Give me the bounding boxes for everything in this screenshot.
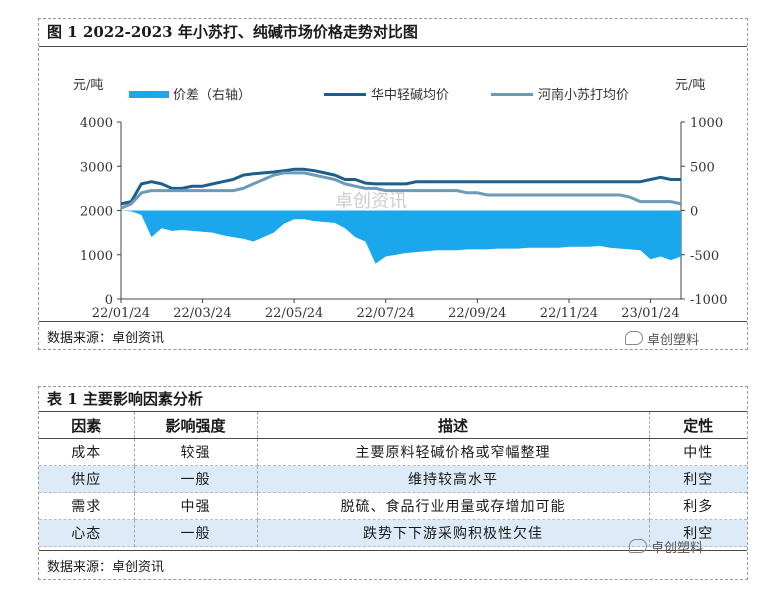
cell-intensity: 中强 [134,492,258,520]
x-tick-label: 22/03/24 [173,306,231,321]
left-tick-label: 2000 [80,205,113,220]
x-axis: 22/01/24 22/03/24 22/05/24 22/07/24 22/09/24… [92,298,681,321]
legend-swatch-spread [129,91,169,98]
table-watermark: 卓创塑料 [629,537,703,556]
cell-factor: 心态 [39,519,135,547]
legend-label-soda-ash: 华中轻碱均价 [371,88,449,103]
table-row: 心态 一般 跌势下下游采购积极性欠佳 利空 [39,519,747,547]
price-chart: 元/吨 元/吨 价差（右轴） 华中轻碱均价 河南小苏打均价 4000 3000 20… [73,78,727,321]
legend-swatch-soda-ash [324,93,366,96]
header-nature: 定性 [649,412,747,439]
table-source: 数据来源：卓创资讯 [47,560,165,575]
x-tick-label: 22/05/24 [265,306,323,321]
right-tick-label: -1000 [690,293,727,308]
x-tick-label: 22/09/24 [448,306,506,321]
left-y-axis: 4000 3000 2000 1000 0 [80,116,122,308]
cell-description: 脱硫、食品行业用量或存增加可能 [257,492,650,520]
chat-bubble-icon [625,331,643,345]
header-factor: 因素 [39,412,135,439]
right-axis-unit: 元/吨 [675,78,705,93]
chart-watermark: 卓创资讯 [335,191,407,212]
cell-nature: 利空 [649,465,747,493]
figure-footer: 数据来源：卓创资讯 卓创塑料 [39,321,747,351]
cell-description: 维持较高水平 [257,465,650,493]
figure-title: 图 1 2022-2023 年小苏打、纯碱市场价格走势对比图 [39,19,747,47]
table-row: 需求 中强 脱硫、食品行业用量或存增加可能 利多 [39,492,747,520]
right-tick-label: -500 [690,249,719,264]
x-tick-label: 22/07/24 [357,306,415,321]
table-row: 供应 一般 维持较高水平 利空 [39,465,747,493]
x-tick-label: 22/11/24 [540,306,598,321]
cell-description: 跌势下下游采购积极性欠佳 [257,519,650,547]
right-y-axis: 1000 500 0 -500 -1000 [680,116,727,308]
figure-watermark-text: 卓创塑料 [647,333,700,348]
cell-factor: 需求 [39,492,135,520]
figure-source: 数据来源：卓创资讯 [47,331,165,346]
table-footer: 数据来源：卓创资讯 卓创塑料 [39,539,747,581]
cell-intensity: 较强 [134,438,258,466]
table-row: 成本 较强 主要原料轻碱价格或窄幅整理 中性 [39,438,747,466]
left-tick-label: 4000 [80,116,113,131]
cell-nature: 利多 [649,492,747,520]
cell-nature: 中性 [649,438,747,466]
left-tick-label: 1000 [80,249,113,264]
right-tick-label: 0 [690,205,698,220]
x-tick-label: 22/01/24 [92,306,150,321]
table-title: 表 1 主要影响因素分析 [39,387,747,412]
table-watermark-text: 卓创塑料 [651,541,704,556]
x-tick-label: 23/01/24 [621,306,679,321]
header-description: 描述 [257,412,650,439]
cell-description: 主要原料轻碱价格或窄幅整理 [257,438,650,466]
header-intensity: 影响强度 [134,412,258,439]
cell-factor: 成本 [39,438,135,466]
table-header-row: 因素 影响强度 描述 定性 [39,412,747,439]
cell-factor: 供应 [39,465,135,493]
series-spread-area [121,210,681,264]
cell-nature: 利空 [649,519,747,547]
cell-intensity: 一般 [134,465,258,493]
legend-label-baking-soda: 河南小苏打均价 [538,87,629,103]
series-baking-soda-line [120,171,682,210]
legend-label-spread: 价差（右轴） [173,88,251,103]
plot-area [120,167,682,264]
figure-watermark: 卓创塑料 [625,329,699,348]
chat-bubble-icon [629,539,647,553]
series-soda-ash-line [120,167,681,206]
right-tick-label: 1000 [690,116,723,131]
left-tick-label: 3000 [80,160,113,175]
factor-table: 因素 影响强度 描述 定性 成本 较强 主要原料轻碱价格或窄幅整理 中性 供应 … [39,412,747,547]
left-axis-unit: 元/吨 [73,78,103,93]
figure-panel: 图 1 2022-2023 年小苏打、纯碱市场价格走势对比图 元/吨 元/吨 价… [38,18,748,350]
chart-legend: 价差（右轴） 华中轻碱均价 河南小苏打均价 [129,87,629,103]
table-panel: 表 1 主要影响因素分析 因素 影响强度 描述 定性 成本 较强 主要原料轻碱价… [38,386,748,580]
right-tick-label: 500 [690,160,715,175]
left-tick-label: 0 [105,293,113,308]
legend-swatch-baking-soda [491,93,533,96]
cell-intensity: 一般 [134,519,258,547]
